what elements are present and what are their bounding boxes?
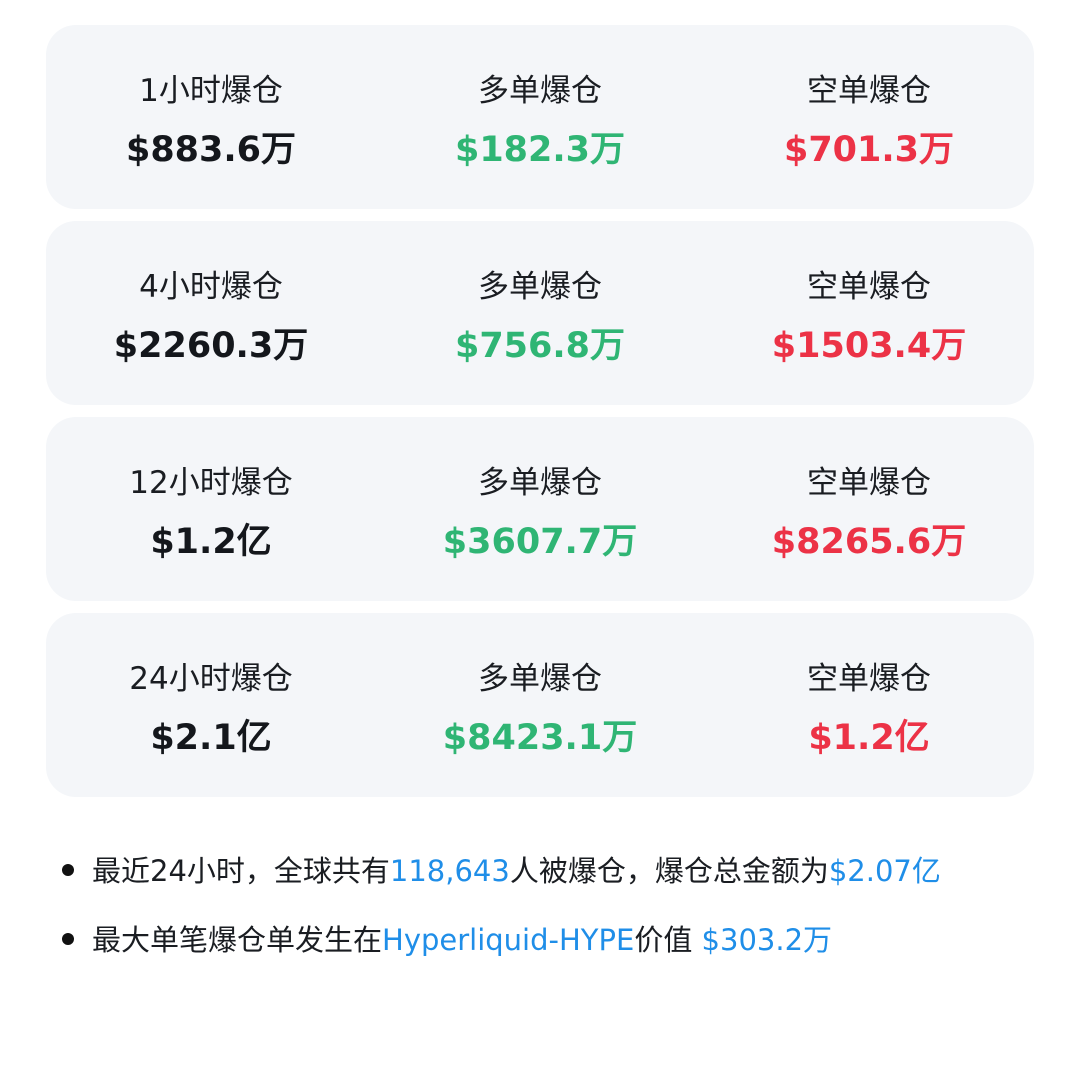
short-label: 空单爆仓: [807, 73, 931, 109]
liquidation-card: 24小时爆仓 $2.1亿 多单爆仓 $8423.1万 空单爆仓 $1.2亿: [46, 613, 1034, 797]
long-value: $756.8万: [454, 326, 626, 366]
note-text: 最大单笔爆仓单发生在: [92, 923, 383, 957]
total-value: $2.1亿: [150, 718, 272, 758]
long-label: 多单爆仓: [478, 269, 602, 305]
long-label: 多单爆仓: [478, 465, 602, 501]
period-label: 4小时爆仓: [139, 269, 283, 305]
liquidation-card: 4小时爆仓 $2260.3万 多单爆仓 $756.8万 空单爆仓 $1503.4…: [46, 221, 1034, 405]
bullet-icon: [62, 933, 74, 945]
long-value: $182.3万: [454, 130, 626, 170]
total-value: $883.6万: [125, 130, 297, 170]
long-label: 多单爆仓: [478, 73, 602, 109]
largest-order-market: Hyperliquid-HYPE: [382, 923, 635, 957]
largest-order-value: $303.2万: [701, 923, 833, 957]
note-text: 人被爆仓，爆仓总金额为: [509, 854, 829, 888]
total-amount: $2.07亿: [828, 854, 941, 888]
period-label: 12小时爆仓: [129, 465, 293, 501]
liquidated-count: 118,643: [389, 854, 510, 888]
short-value: $1.2亿: [808, 718, 930, 758]
short-label: 空单爆仓: [807, 465, 931, 501]
note-text: 价值: [634, 923, 702, 957]
long-value: $3607.7万: [442, 522, 638, 562]
total-value: $2260.3万: [113, 326, 309, 366]
liquidation-card: 1小时爆仓 $883.6万 多单爆仓 $182.3万 空单爆仓 $701.3万: [46, 25, 1034, 209]
bullet-icon: [62, 864, 74, 876]
period-label: 24小时爆仓: [129, 661, 293, 697]
note-largest-order: 最大单笔爆仓单发生在Hyperliquid-HYPE价值 $303.2万: [62, 920, 832, 960]
long-value: $8423.1万: [442, 718, 638, 758]
short-value: $1503.4万: [771, 326, 967, 366]
long-label: 多单爆仓: [478, 661, 602, 697]
note-text: 最近24小时，全球共有: [92, 854, 390, 888]
short-label: 空单爆仓: [807, 269, 931, 305]
liquidation-card: 12小时爆仓 $1.2亿 多单爆仓 $3607.7万 空单爆仓 $8265.6万: [46, 417, 1034, 601]
short-label: 空单爆仓: [807, 661, 931, 697]
note-24h-summary: 最近24小时，全球共有118,643人被爆仓，爆仓总金额为$2.07亿: [62, 851, 941, 891]
short-value: $701.3万: [783, 130, 955, 170]
period-label: 1小时爆仓: [139, 73, 283, 109]
short-value: $8265.6万: [771, 522, 967, 562]
total-value: $1.2亿: [150, 522, 272, 562]
